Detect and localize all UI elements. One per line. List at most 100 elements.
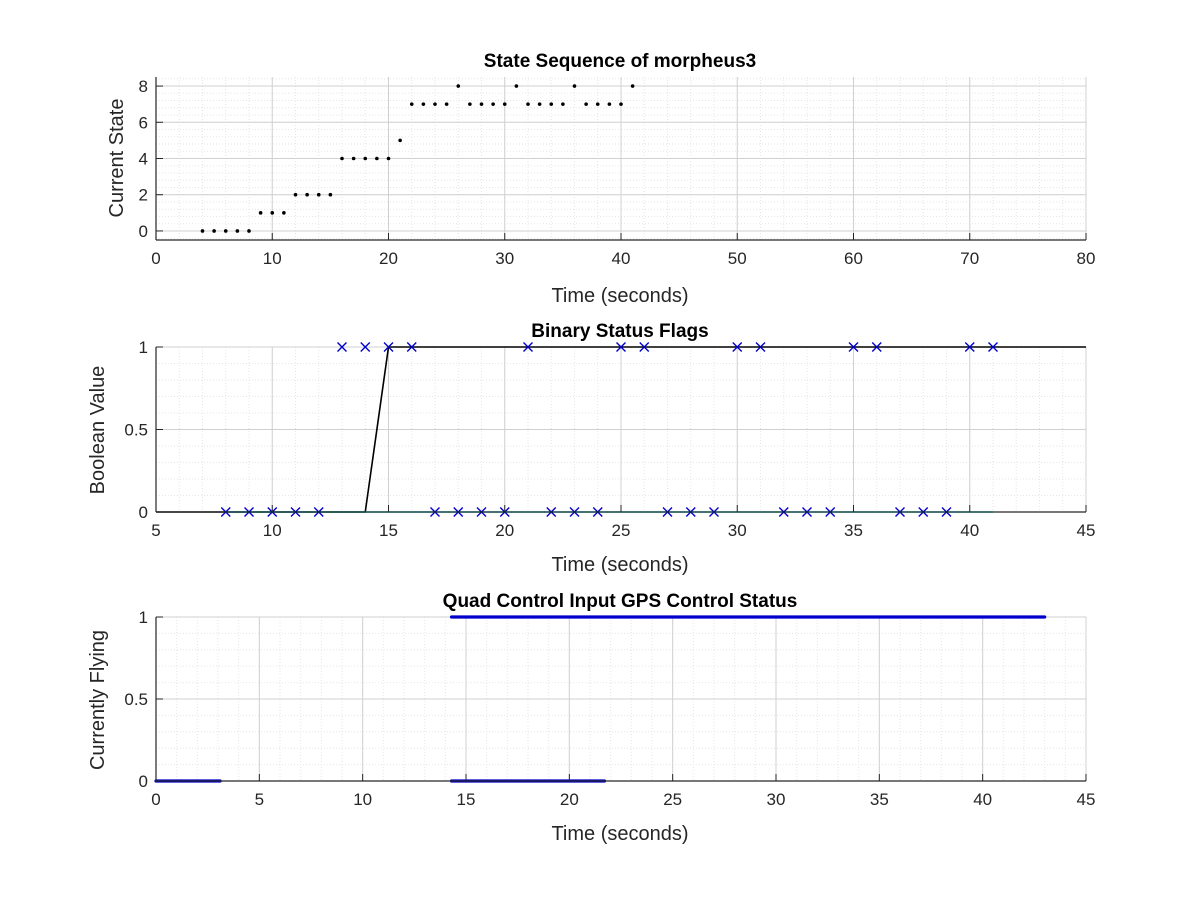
x-marker-point <box>337 342 347 352</box>
data-point <box>502 102 507 106</box>
y-axis-label: Current State <box>106 99 128 218</box>
data-point <box>200 229 205 233</box>
data-point <box>293 192 298 197</box>
data-point <box>514 84 519 88</box>
data-point <box>491 102 495 106</box>
subplot-gps-control-status: 0 5 10 15 20 25 30 35 40 45 0 0.5 1 Quad Control Inp… <box>87 591 1095 845</box>
x-tick-label: 10 <box>263 249 282 268</box>
x-tick-label: 40 <box>612 249 631 268</box>
data-point <box>409 102 414 106</box>
grid-lines <box>155 616 1087 782</box>
x-tick-label: 40 <box>960 521 979 540</box>
data-point <box>340 156 344 161</box>
x-tick-label: 10 <box>353 790 372 809</box>
data-point <box>537 102 542 106</box>
data-point <box>421 102 426 106</box>
x-marker-point <box>964 342 975 352</box>
y-tick-label: 0 <box>139 222 148 241</box>
data-point <box>595 102 600 106</box>
data-point <box>433 102 437 106</box>
data-point <box>351 156 356 161</box>
data-point <box>584 102 588 106</box>
data-point <box>328 192 333 197</box>
x-tick-label: 70 <box>960 249 979 268</box>
y-tick-label: 1 <box>139 608 148 627</box>
y-tick-label: 2 <box>139 186 148 205</box>
x-marker-point <box>383 342 394 352</box>
x-marker-point <box>523 342 533 352</box>
data-point <box>316 192 321 197</box>
x-tick-label: 25 <box>663 790 682 809</box>
x-tick-label: 15 <box>379 521 398 540</box>
data-point <box>526 102 530 106</box>
x-tick-label: 5 <box>255 790 264 809</box>
data-point <box>363 156 368 161</box>
x-marker-point <box>988 342 998 352</box>
x-marker-point <box>732 342 743 352</box>
data-point <box>561 102 565 106</box>
chart-title: State Sequence of morpheus3 <box>484 51 756 72</box>
x-tick-label: 30 <box>495 249 514 268</box>
axes-frame <box>155 616 1087 782</box>
data-point <box>270 211 275 215</box>
data-point <box>607 102 612 106</box>
data-point <box>619 102 623 106</box>
subplot-binary-status-flags: 5 10 15 20 25 30 35 40 45 0 0.5 1 Binary Status Fla… <box>87 321 1095 576</box>
x-tick-label: 40 <box>973 790 992 809</box>
x-tick-label: 30 <box>728 521 747 540</box>
tick-labels: 0 5 10 15 20 25 30 35 40 45 0 0.5 1 <box>124 608 1095 809</box>
y-tick-label: 1 <box>139 338 148 357</box>
data-point <box>223 229 228 233</box>
x-tick-label: 5 <box>151 521 160 540</box>
x-tick-label: 20 <box>495 521 514 540</box>
data-point <box>456 84 461 88</box>
data-point <box>212 229 216 233</box>
grid-lines <box>155 77 1087 240</box>
y-tick-label: 6 <box>139 113 148 132</box>
grid-lines <box>155 346 1087 513</box>
data-point <box>549 102 554 106</box>
axes-frame <box>155 77 1087 241</box>
x-marker-point <box>848 342 859 352</box>
y-tick-label: 0.5 <box>124 690 148 709</box>
x-axis-label: Time (seconds) <box>551 554 688 576</box>
data-point <box>247 229 251 233</box>
x-tick-label: 50 <box>728 249 747 268</box>
x-tick-label: 20 <box>560 790 579 809</box>
y-tick-label: 8 <box>139 77 148 96</box>
data-point <box>572 84 577 88</box>
data-point <box>398 138 402 143</box>
data-point <box>630 84 635 88</box>
x-tick-label: 15 <box>457 790 476 809</box>
subplot-state-sequence: 0 10 20 30 40 50 60 70 80 0 2 4 6 8 State Sequence of… <box>106 51 1095 307</box>
x-tick-label: 10 <box>263 521 282 540</box>
x-tick-label: 30 <box>767 790 786 809</box>
tick-labels: 5 10 15 20 25 30 35 40 45 0 0.5 1 <box>124 338 1095 540</box>
plot-area-data <box>200 84 635 233</box>
x-marker-point <box>616 342 626 352</box>
data-point <box>386 156 391 161</box>
x-tick-label: 35 <box>844 521 863 540</box>
chart-title: Quad Control Input GPS Control Status <box>443 591 798 612</box>
x-tick-label: 25 <box>612 521 631 540</box>
x-tick-label: 45 <box>1077 521 1096 540</box>
data-point <box>258 211 263 215</box>
x-marker-point <box>755 342 766 352</box>
y-axis-label: Currently Flying <box>87 630 109 770</box>
x-tick-label: 0 <box>151 790 160 809</box>
data-point <box>235 229 240 233</box>
x-tick-label: 45 <box>1077 790 1096 809</box>
x-axis-label: Time (seconds) <box>551 285 688 307</box>
data-point <box>375 156 379 161</box>
x-marker-point <box>360 342 371 352</box>
data-point <box>305 192 309 197</box>
y-tick-label: 4 <box>139 150 148 169</box>
data-point <box>468 102 472 106</box>
y-tick-label: 0 <box>139 772 148 791</box>
y-tick-label: 0 <box>139 503 148 522</box>
chart-title: Binary Status Flags <box>531 321 708 342</box>
x-tick-label: 60 <box>844 249 863 268</box>
axes-frame <box>155 346 1087 513</box>
data-point <box>479 102 484 106</box>
